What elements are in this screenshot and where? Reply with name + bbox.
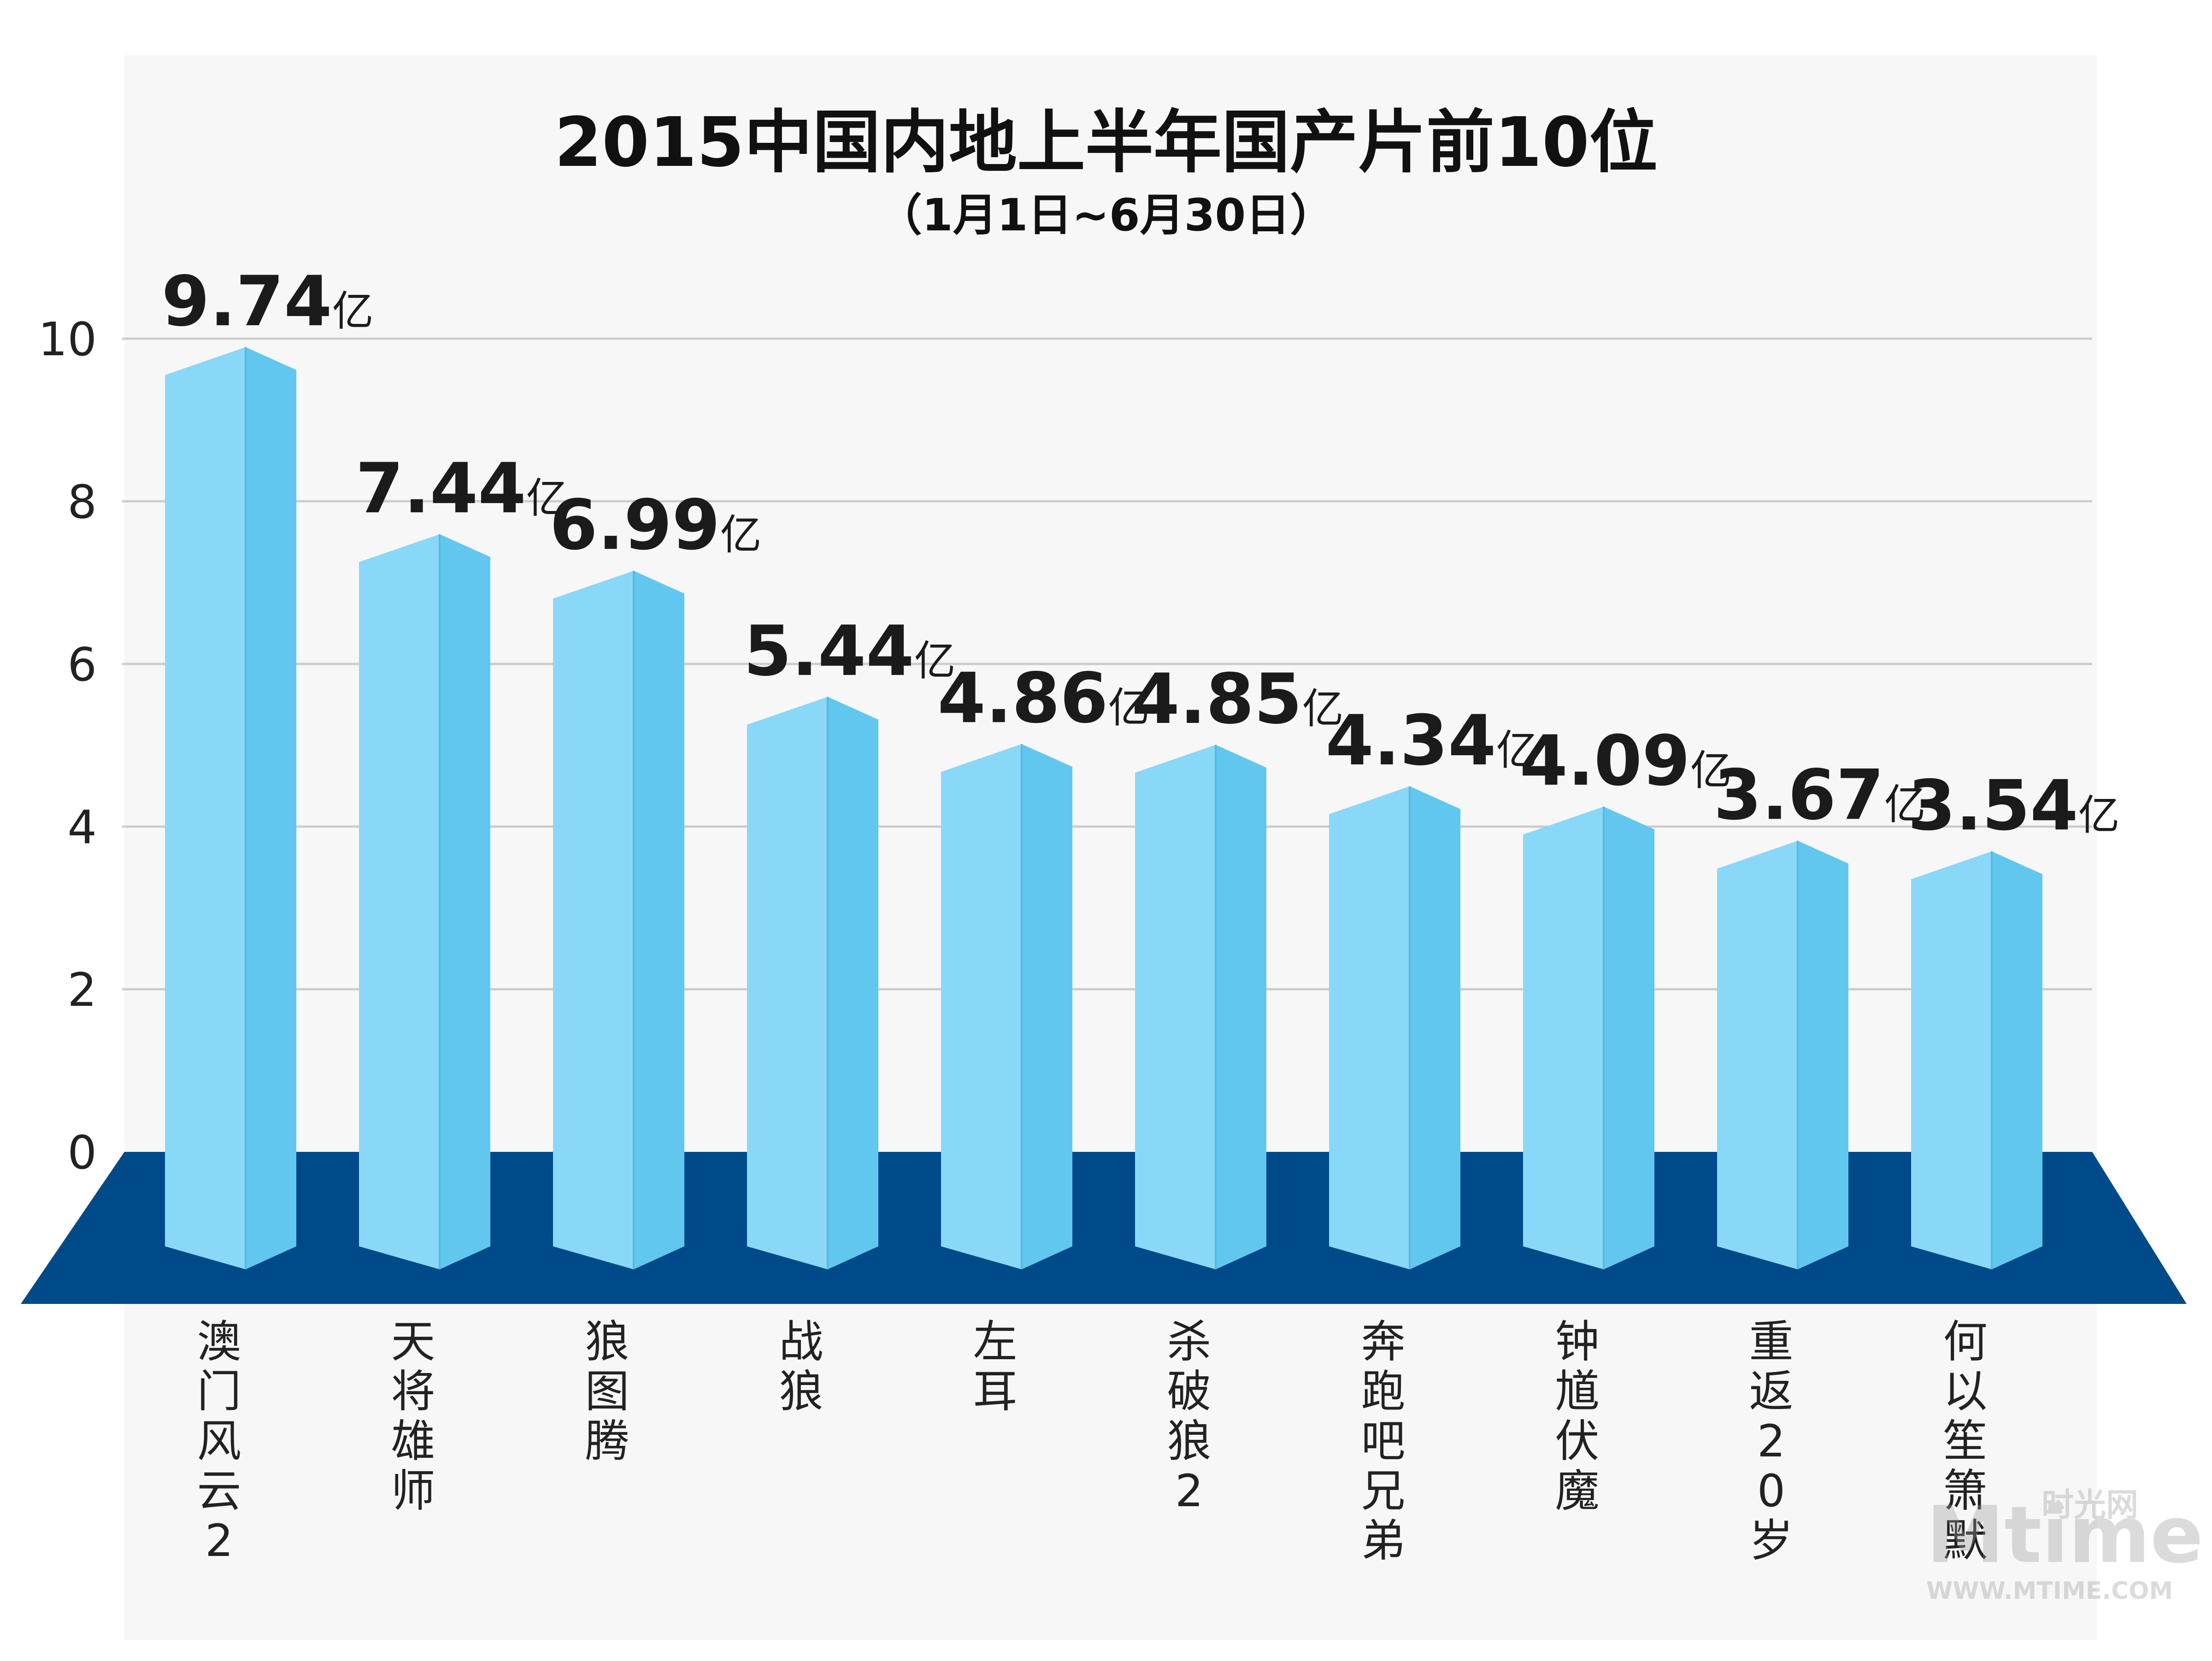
value-label-unit: 亿 xyxy=(720,511,762,559)
floor-plane xyxy=(21,1152,2187,1304)
bar xyxy=(941,744,1072,1269)
value-label-number: 4.09 xyxy=(1520,721,1690,801)
value-label-number: 4.34 xyxy=(1326,701,1496,781)
value-label-unit: 亿 xyxy=(332,287,374,335)
watermark-url: WWW.MTIME.COM xyxy=(1926,1577,2173,1605)
bar-front xyxy=(553,570,634,1269)
category-label: 澳门风云 2 xyxy=(197,1316,241,1567)
category-label: 左耳 xyxy=(973,1316,1018,1417)
watermark: Mtime 时光网 WWW.MTIME.COM xyxy=(1926,1486,2203,1605)
bar-side xyxy=(1992,851,2042,1269)
bar xyxy=(1523,806,1654,1269)
y-tick-label: 6 xyxy=(67,638,97,692)
bar-front xyxy=(359,534,440,1269)
value-label-unit: 亿 xyxy=(1302,685,1344,733)
value-label-number: 6.99 xyxy=(550,485,720,565)
bar-side xyxy=(828,697,878,1269)
bar-side xyxy=(1798,840,1848,1269)
bar xyxy=(1911,851,2042,1269)
value-label-unit: 亿 xyxy=(1884,781,1926,829)
value-label: 4.09亿 xyxy=(1520,721,1732,801)
value-label-number: 7.44 xyxy=(356,449,526,529)
category-label: 战狼 xyxy=(779,1316,824,1417)
value-label: 6.99亿 xyxy=(550,485,762,565)
bar-front xyxy=(1717,840,1798,1269)
category-label: 重返 2 0 岁 xyxy=(1749,1316,1794,1567)
bar xyxy=(553,570,684,1269)
value-label: 9.74亿 xyxy=(162,262,374,342)
bar-side xyxy=(1410,786,1460,1269)
bar-front xyxy=(941,744,1022,1269)
value-label: 4.85亿 xyxy=(1132,659,1344,740)
value-label: 4.86亿 xyxy=(938,658,1150,739)
value-label-unit: 亿 xyxy=(1108,684,1150,732)
bar xyxy=(1329,786,1460,1269)
bar xyxy=(747,697,878,1269)
bar xyxy=(359,534,490,1269)
bar-front xyxy=(1911,851,1992,1269)
category-label: 天将雄师 xyxy=(391,1316,435,1517)
bar-front xyxy=(1135,745,1216,1269)
bar-side xyxy=(1604,806,1654,1269)
value-label: 7.44亿 xyxy=(356,449,568,529)
category-label: 狼图腾 xyxy=(585,1316,629,1467)
y-tick-label: 4 xyxy=(67,800,97,854)
category-label: 杀破狼 2 xyxy=(1167,1316,1212,1517)
bar-side xyxy=(246,347,296,1269)
value-label: 4.34亿 xyxy=(1326,701,1538,781)
value-labels: 9.74亿7.44亿6.99亿5.44亿4.86亿4.85亿4.34亿4.09亿… xyxy=(162,262,2120,846)
y-tick-label: 8 xyxy=(67,475,97,529)
bar xyxy=(1717,840,1848,1269)
category-labels: 澳门风云 2 天将雄师 狼图腾 战狼 左耳 杀破狼 2 奔跑吧兄弟 钟馗伏魔 重返 2 0 岁 何以笙箫默 xyxy=(197,1316,1988,1567)
value-label-number: 3.54 xyxy=(1908,766,2078,846)
bar-side xyxy=(440,534,490,1269)
value-label-unit: 亿 xyxy=(526,474,568,522)
category-label: 奔跑吧兄弟 xyxy=(1361,1316,1406,1567)
value-label: 3.54亿 xyxy=(1908,766,2120,846)
y-tick-label: 10 xyxy=(38,312,97,366)
bar-front xyxy=(165,347,246,1269)
bar xyxy=(1135,745,1266,1269)
value-label-number: 5.44 xyxy=(744,611,914,692)
bar-front xyxy=(747,697,828,1269)
bar-side xyxy=(1022,744,1072,1269)
value-label: 3.67亿 xyxy=(1714,755,1926,835)
value-label-unit: 亿 xyxy=(914,637,956,685)
value-label-number: 3.67 xyxy=(1714,755,1884,835)
value-label: 5.44亿 xyxy=(744,611,956,692)
y-tick-label: 0 xyxy=(67,1126,97,1180)
y-tick-label: 2 xyxy=(67,963,97,1017)
value-label-unit: 亿 xyxy=(1690,746,1732,795)
bar xyxy=(165,347,296,1269)
chart-title: 2015中国内地上半年国产片前10位 xyxy=(554,103,1658,182)
bar-side xyxy=(634,570,684,1269)
category-label: 何以笙箫默 xyxy=(1943,1316,1988,1567)
chart-subtitle: （1月1日~6月30日） xyxy=(878,189,1334,241)
bars xyxy=(165,347,2042,1269)
floor xyxy=(21,1152,2187,1304)
bar-front xyxy=(1523,806,1604,1269)
watermark-cn: 时光网 xyxy=(2041,1486,2138,1524)
watermark-logo: Mtime xyxy=(1926,1490,2203,1581)
value-label-number: 4.86 xyxy=(938,658,1108,739)
bar-front xyxy=(1329,786,1410,1269)
bar-side xyxy=(1216,745,1266,1269)
value-label-unit: 亿 xyxy=(1496,726,1538,775)
value-label-number: 4.85 xyxy=(1132,659,1302,740)
y-axis-ticks: 0 2 4 6 8 10 xyxy=(38,312,97,1180)
value-label-number: 9.74 xyxy=(162,262,332,342)
category-label: 钟馗伏魔 xyxy=(1555,1316,1600,1517)
value-label-unit: 亿 xyxy=(2078,791,2120,839)
